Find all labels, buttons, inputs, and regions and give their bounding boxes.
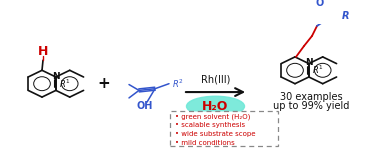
Text: H₂O: H₂O [202, 100, 229, 113]
Text: • scalable synthesis: • scalable synthesis [175, 122, 245, 128]
Text: OH: OH [137, 101, 153, 111]
Text: O: O [316, 0, 324, 8]
Text: • green solvent (H₂O): • green solvent (H₂O) [175, 113, 250, 120]
Text: N: N [305, 58, 313, 67]
Text: $R^{2}$: $R^{2}$ [172, 77, 184, 90]
Text: up to 99% yield: up to 99% yield [273, 101, 349, 111]
Text: 30 examples: 30 examples [280, 92, 342, 102]
Text: H: H [38, 45, 48, 58]
FancyBboxPatch shape [170, 111, 278, 146]
Text: R: R [342, 11, 350, 21]
Text: • mild conditions: • mild conditions [175, 140, 235, 146]
Text: $R^{1}$: $R^{1}$ [59, 77, 70, 90]
Text: Rh(III): Rh(III) [201, 74, 230, 84]
Text: +: + [98, 76, 110, 91]
Ellipse shape [186, 96, 245, 116]
Text: $R^{1}$: $R^{1}$ [312, 64, 324, 76]
Text: • wide substrate scope: • wide substrate scope [175, 131, 256, 137]
Text: N: N [52, 72, 60, 81]
